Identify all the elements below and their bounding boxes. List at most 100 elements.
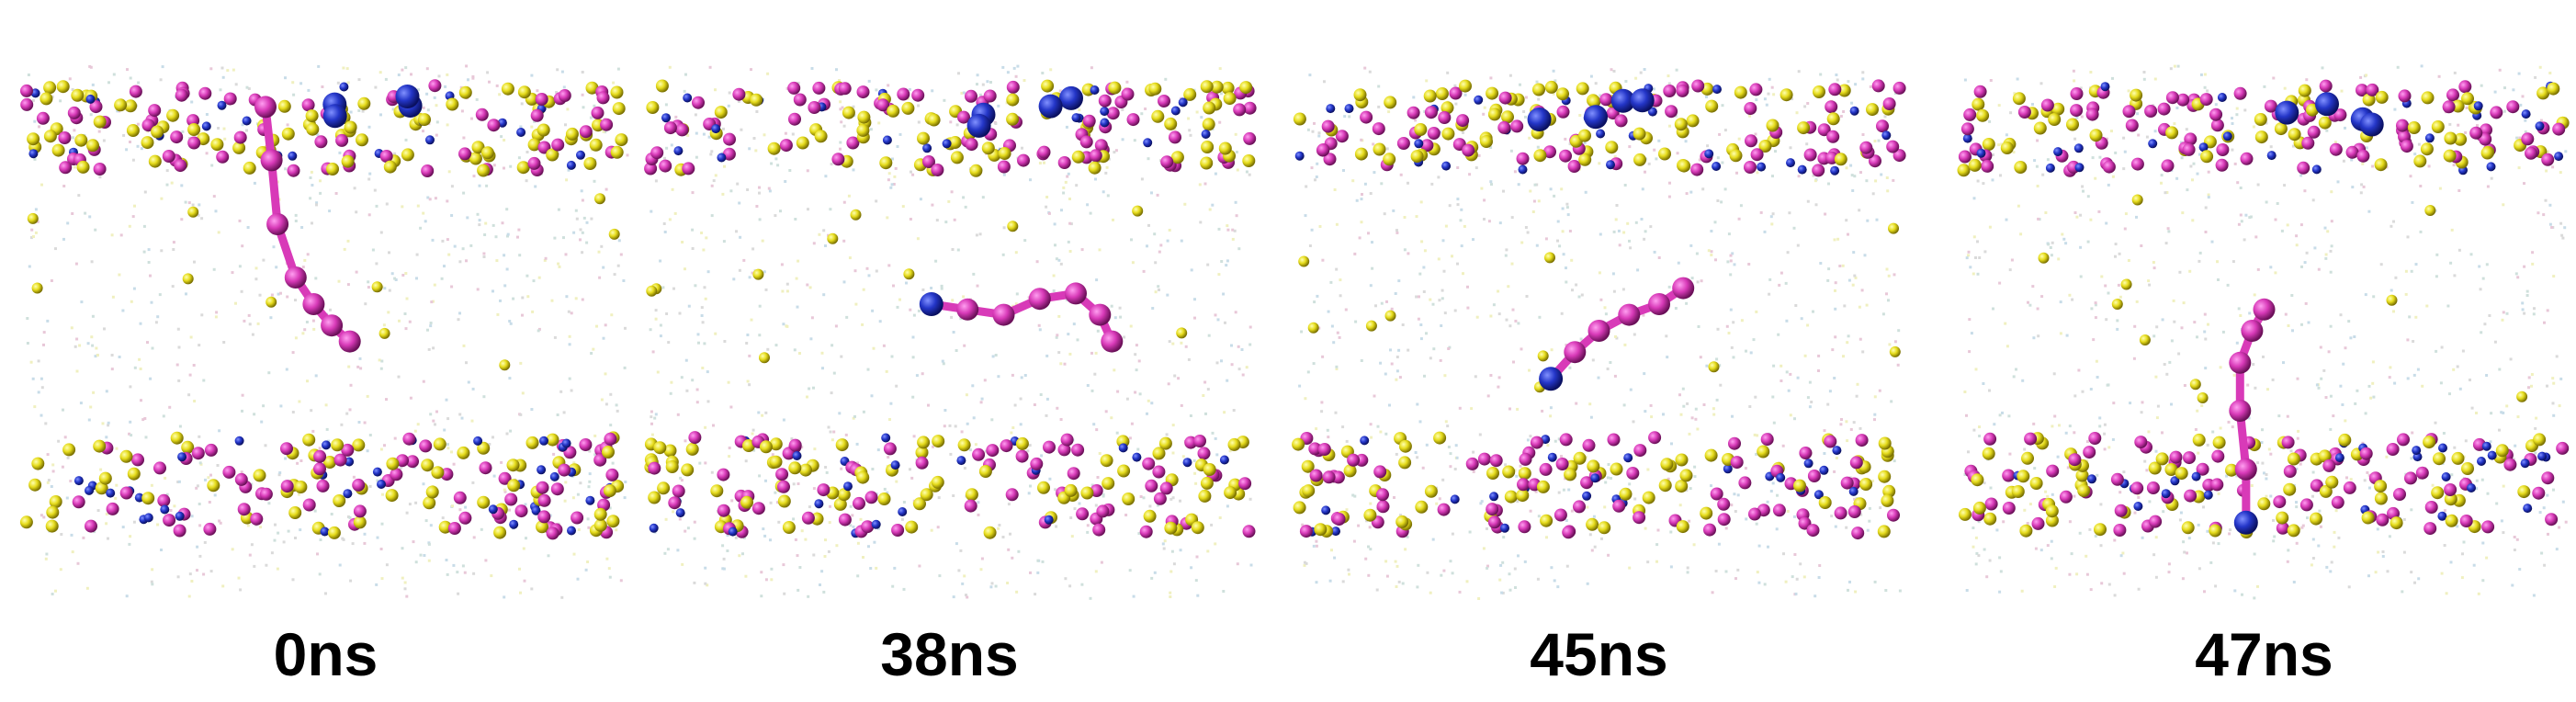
bead — [89, 100, 103, 114]
solvent — [1094, 570, 1098, 573]
solvent — [1133, 139, 1136, 142]
bead — [217, 100, 227, 110]
solvent — [2559, 377, 2563, 380]
bead — [1691, 79, 1705, 93]
bead — [1060, 433, 1074, 447]
solvent — [1784, 580, 1788, 583]
solvent — [2505, 404, 2509, 408]
solvent — [1871, 192, 1875, 196]
bead — [1889, 345, 1901, 357]
solvent — [518, 567, 521, 571]
bead — [579, 438, 593, 451]
solvent — [2290, 294, 2294, 297]
solvent — [2252, 363, 2255, 366]
solvent — [2173, 320, 2176, 323]
solvent — [2163, 363, 2166, 366]
bead — [182, 273, 194, 285]
solvent — [2329, 427, 2333, 431]
bead — [876, 98, 890, 112]
solvent — [2178, 518, 2182, 522]
solvent — [1806, 323, 1810, 327]
bead — [106, 488, 116, 498]
bead — [458, 511, 472, 525]
solvent — [1970, 332, 1973, 335]
solvent — [807, 208, 809, 211]
solvent — [1086, 530, 1090, 534]
solvent — [2550, 226, 2554, 229]
solvent — [1395, 369, 1399, 373]
bead — [1344, 104, 1354, 114]
bead — [853, 496, 865, 510]
solvent — [2207, 193, 2210, 197]
bead — [326, 163, 339, 176]
solvent — [1505, 248, 1508, 252]
solvent — [2256, 461, 2260, 465]
bead — [345, 457, 355, 467]
solvent — [226, 69, 230, 73]
solvent — [1607, 463, 1610, 466]
solvent — [351, 542, 355, 546]
bead — [931, 475, 944, 489]
bead — [2070, 87, 2084, 100]
bead — [1132, 205, 1144, 217]
solvent — [2116, 319, 2119, 323]
solvent — [1335, 368, 1339, 370]
solvent — [2485, 374, 2489, 377]
solvent — [555, 91, 559, 94]
solvent — [2027, 300, 2029, 304]
solvent — [1522, 110, 1526, 113]
bead — [2113, 524, 2127, 537]
bead — [51, 143, 65, 157]
solvent — [499, 299, 502, 302]
solvent — [401, 547, 404, 550]
solvent — [2165, 191, 2169, 194]
solvent — [2456, 365, 2459, 368]
bead — [1605, 141, 1619, 154]
bead — [1630, 88, 1655, 113]
solvent — [1991, 178, 1994, 182]
solvent — [2133, 511, 2137, 515]
solvent — [556, 68, 559, 72]
solvent — [726, 534, 729, 537]
solvent — [471, 481, 475, 484]
solvent — [1418, 420, 1422, 424]
solvent — [521, 296, 525, 300]
bead — [1223, 92, 1237, 106]
solvent — [319, 538, 322, 541]
solvent — [34, 208, 38, 211]
solvent — [595, 324, 598, 328]
solvent — [742, 536, 746, 539]
bead — [1159, 481, 1173, 495]
solvent — [170, 181, 174, 185]
solvent — [1315, 176, 1318, 178]
solvent — [2135, 300, 2139, 303]
solvent — [750, 68, 752, 72]
solvent — [1399, 514, 1403, 517]
solvent — [490, 574, 493, 578]
bead — [1578, 153, 1592, 166]
solvent — [1320, 410, 1324, 413]
solvent — [1095, 428, 1099, 432]
solvent — [2530, 384, 2533, 388]
solvent — [534, 185, 537, 188]
solvent — [2099, 544, 2103, 548]
bead — [1200, 476, 1214, 490]
solvent — [1080, 583, 1084, 586]
solvent — [267, 502, 271, 505]
solvent — [393, 436, 397, 440]
solvent — [1006, 71, 1010, 74]
bead — [1441, 161, 1452, 171]
solvent — [593, 453, 597, 457]
solvent — [2129, 402, 2132, 405]
solvent — [896, 305, 899, 309]
solvent — [2073, 79, 2076, 83]
solvent — [2020, 589, 2024, 593]
solvent — [888, 418, 891, 421]
bead — [922, 143, 932, 153]
solvent — [812, 487, 816, 491]
solvent — [2143, 459, 2147, 463]
bead — [1564, 341, 1587, 364]
bead — [535, 93, 548, 106]
solvent — [125, 148, 129, 152]
solvent — [1169, 595, 1172, 598]
